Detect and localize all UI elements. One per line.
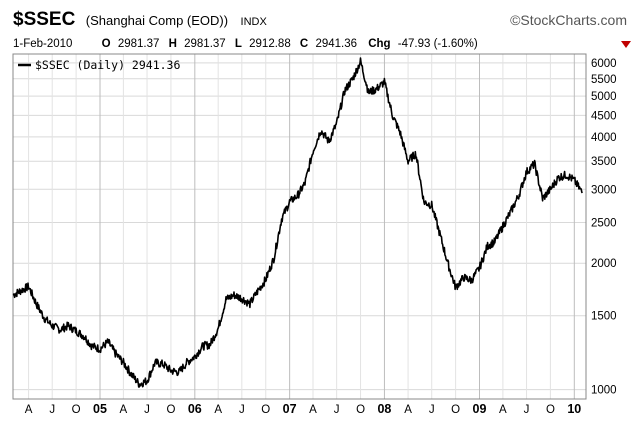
x-tick-label: A [120, 404, 128, 416]
y-axis: 1000 1500 2000 2500 3000 3500 4000 4500 5000 5500… [591, 58, 617, 397]
brand-watermark: ©StockCharts.com [510, 12, 627, 28]
y-tick-label: 2000 [591, 258, 617, 270]
quote-date: 1-Feb-2010 [13, 38, 72, 50]
change-label: Chg [368, 38, 390, 50]
x-tick-label: A [499, 404, 507, 416]
x-tick-label: 05 [93, 402, 107, 416]
x-tick-label: O [451, 404, 460, 416]
y-tick-label: 5500 [591, 74, 617, 86]
y-tick-label: 4500 [591, 110, 617, 122]
series-line [12, 57, 584, 388]
high-label: H [169, 38, 177, 50]
x-tick-label: J [49, 404, 55, 416]
index-name: (Shanghai Comp (EOD)) [86, 13, 228, 28]
x-tick-label: 07 [283, 402, 297, 416]
x-tick-label: A [309, 404, 317, 416]
x-tick-label: O [356, 404, 365, 416]
legend: $SSEC (Daily) 2941.36 [18, 58, 180, 72]
series-layer [12, 57, 584, 388]
x-tick-label: 06 [188, 402, 202, 416]
x-tick-label: O [72, 404, 81, 416]
down-arrow-icon [621, 41, 631, 48]
x-tick-label: J [334, 404, 340, 416]
close-label: C [300, 38, 308, 50]
x-axis: A J O 05 A J O 06 A J O 07 A J O 08 A J O 09 A J O 10 [25, 402, 582, 416]
low-value: 2912.88 [249, 38, 291, 50]
x-tick-label: O [261, 404, 270, 416]
x-tick-label: 10 [567, 402, 581, 416]
x-tick-label: A [25, 404, 33, 416]
header-title: $SSEC (Shanghai Comp (EOD)) INDX [13, 9, 267, 30]
change-value: -47.93 (-1.60%) [398, 38, 478, 50]
open-value: 2981.37 [118, 38, 160, 50]
y-tick-label: 6000 [591, 58, 617, 70]
quote-line: 1-Feb-2010 O 2981.37 H 2981.37 L 2912.88… [13, 38, 478, 50]
x-tick-label: O [166, 404, 175, 416]
exchange-label: INDX [241, 16, 268, 28]
y-tick-label: 5000 [591, 91, 617, 103]
open-label: O [102, 38, 111, 50]
y-tick-label: 2500 [591, 218, 617, 230]
x-tick-label: J [524, 404, 530, 416]
x-tick-label: J [429, 404, 435, 416]
y-tick-label: 1000 [591, 385, 617, 397]
high-value: 2981.37 [184, 38, 226, 50]
low-label: L [235, 38, 242, 50]
symbol: $SSEC [13, 9, 76, 30]
x-tick-label: A [404, 404, 412, 416]
x-tick-label: 08 [377, 402, 391, 416]
x-tick-label: 09 [473, 402, 487, 416]
x-tick-label: A [214, 404, 222, 416]
close-value: 2941.36 [315, 38, 357, 50]
gridlines [13, 54, 586, 399]
x-tick-label: J [239, 404, 245, 416]
plot-frame [12, 53, 587, 400]
y-tick-label: 4000 [591, 132, 617, 144]
y-tick-label: 3500 [591, 156, 617, 168]
y-tick-label: 1500 [591, 311, 617, 323]
y-tick-label: 3000 [591, 184, 617, 196]
legend-label: $SSEC (Daily) 2941.36 [35, 58, 180, 72]
x-tick-label: J [144, 404, 150, 416]
x-tick-label: O [546, 404, 555, 416]
